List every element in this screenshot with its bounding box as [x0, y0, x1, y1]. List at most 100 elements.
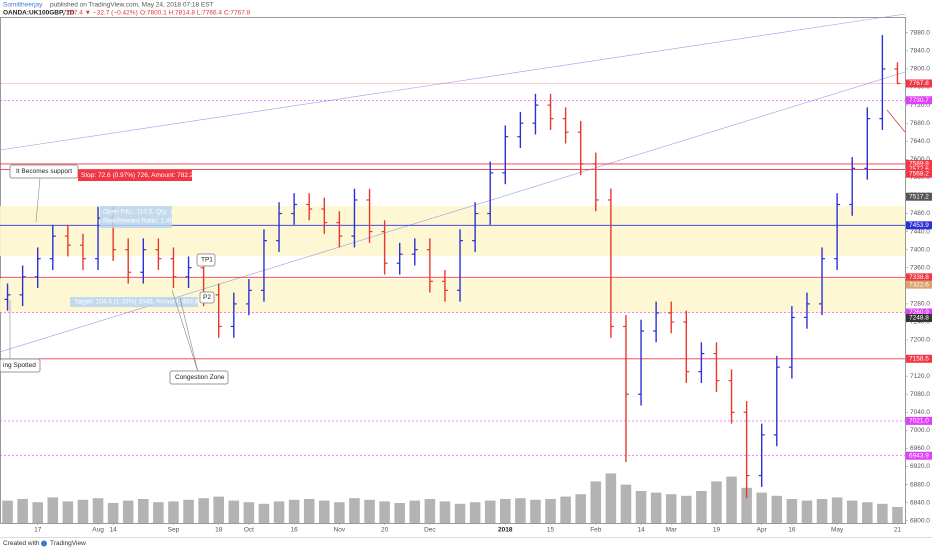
y-tick-label: 7680.0 — [910, 120, 930, 127]
published: published on TradingView.com, May 24, 20… — [50, 2, 214, 9]
price-label: 7568.2 — [909, 170, 929, 177]
volume-bar — [831, 497, 843, 523]
x-tick-label: Mar — [666, 527, 678, 534]
x-tick-label: Oct — [244, 527, 254, 534]
callout-box — [199, 291, 215, 304]
plot-frame — [0, 17, 906, 524]
callout-box — [196, 253, 216, 267]
price-label: 7322.6 — [909, 281, 929, 288]
volume-bar — [711, 481, 722, 523]
volume-bar — [183, 499, 194, 523]
volume-bar — [319, 500, 330, 523]
y-tick-label: 6880.0 — [910, 481, 930, 488]
volume-bar — [273, 501, 285, 523]
price-label: 7517.2 — [909, 193, 929, 200]
volume-bar — [620, 484, 632, 523]
x-tick-label: 16 — [788, 527, 796, 534]
annotation: Target: 104.6 (1.33%) 1046, Amount: 483.… — [74, 299, 199, 306]
volume-bar — [32, 502, 43, 523]
annotation: P2 — [203, 294, 211, 301]
volume-bar — [575, 494, 586, 523]
volume-bar — [756, 492, 767, 523]
target-box — [70, 297, 198, 307]
x-tick-label: 21 — [894, 527, 902, 534]
y-tick-label: 7280.0 — [910, 301, 930, 308]
y-tick-label: 7240.0 — [910, 319, 930, 326]
callout-box — [169, 370, 229, 385]
volume-bar — [138, 499, 149, 523]
volume-bar — [771, 495, 783, 523]
x-tick-label: Feb — [590, 527, 602, 534]
volume-bar — [122, 500, 134, 523]
volume-bar — [560, 496, 571, 523]
price-label-bg — [906, 165, 932, 174]
volume-bar — [107, 503, 119, 523]
footer-created: Created with — [3, 540, 40, 547]
volume-bar — [877, 503, 888, 523]
volume-bar — [228, 500, 240, 523]
y-tick-label: 7800.0 — [910, 66, 930, 73]
annotation: Congestion Zone — [175, 374, 225, 381]
volume-bar — [303, 499, 315, 523]
price-label-bg — [906, 192, 932, 201]
volume-bar — [846, 500, 858, 523]
volume-bar — [545, 499, 556, 523]
x-tick-label: 17 — [34, 527, 42, 534]
zone — [0, 278, 905, 313]
x-tick-label: 20 — [381, 527, 389, 534]
y-tick-label: 7640.0 — [910, 138, 930, 145]
y-tick-label: 7600.0 — [910, 156, 930, 163]
price-label-bg — [906, 159, 932, 168]
y-tick-label: 7120.0 — [910, 373, 930, 380]
annotation: It Becomes support — [16, 168, 72, 175]
volume-bar — [409, 500, 421, 523]
y-tick-label: 7880.0 — [910, 30, 930, 37]
annotation: Risk/Reward Ratio: 1.46 — [103, 218, 173, 225]
x-tick-label: Aug — [92, 527, 104, 534]
volume-bar — [424, 499, 436, 523]
volume-bar — [62, 501, 74, 523]
volume-bar — [530, 499, 541, 523]
price-label-bg — [906, 308, 932, 317]
price-label: 7158.5 — [909, 355, 929, 362]
volume-bar — [786, 499, 798, 523]
x-tick-label: Sep — [168, 527, 180, 534]
callout-line — [179, 297, 199, 373]
volume-bar — [801, 500, 813, 523]
x-tick-label: 14 — [110, 527, 118, 534]
x-tick-label: 18 — [215, 527, 223, 534]
volume-bar — [469, 502, 481, 523]
footer-brand[interactable]: TradingView — [50, 540, 86, 547]
volume-bar — [590, 481, 602, 523]
volume-bar — [726, 476, 737, 523]
price-bars — [4, 35, 901, 499]
volume-bar — [650, 492, 662, 523]
callout-line — [171, 289, 199, 373]
volume-bar — [243, 502, 255, 523]
price-label: 7730.7 — [909, 97, 929, 104]
volume-bar — [349, 498, 360, 523]
price-label-bg — [906, 354, 932, 363]
volume-bar — [892, 507, 903, 523]
volume-bar — [47, 497, 59, 523]
projection-arrow — [886, 109, 906, 133]
y-tick-label: 7080.0 — [910, 391, 930, 398]
logo — [41, 540, 47, 547]
annotation: Open P&L: 110.5, Qty: 2 — [103, 209, 174, 216]
volume-bar — [515, 498, 526, 523]
y-tick-label: 7000.0 — [910, 427, 930, 434]
annotation: ing Spotted — [3, 362, 36, 369]
x-tick-label: Dec — [424, 527, 436, 534]
volume-bar — [379, 501, 390, 523]
volume-bar — [862, 502, 873, 523]
y-tick-label: 6920.0 — [910, 463, 930, 470]
x-tick-label: 19 — [713, 527, 721, 534]
price-label-bg — [906, 96, 932, 105]
author[interactable]: Somiltheerjay — [3, 2, 43, 9]
volume-bar — [2, 500, 13, 523]
price-label-bg — [906, 451, 932, 460]
pnl-box — [100, 206, 172, 228]
